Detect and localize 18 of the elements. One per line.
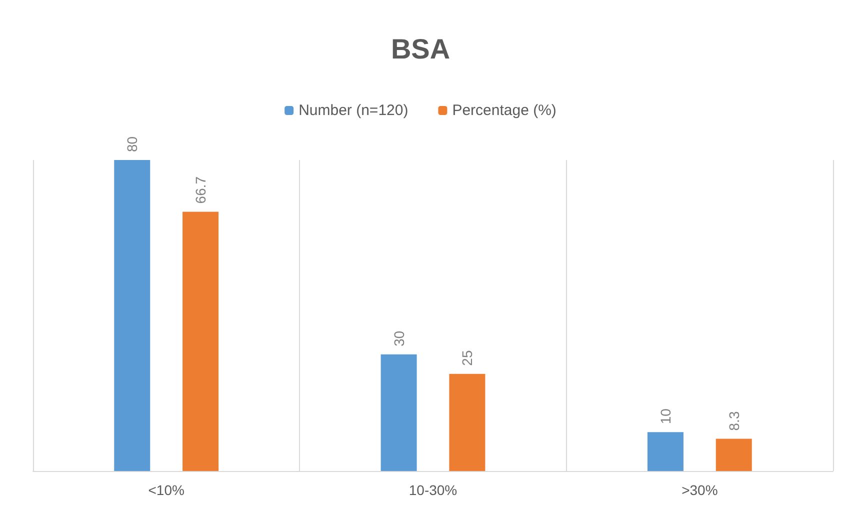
bar bbox=[716, 438, 752, 471]
data-label: 10 bbox=[657, 408, 674, 424]
x-tick-label: >30% bbox=[682, 482, 718, 498]
data-label: 30 bbox=[390, 330, 407, 346]
legend-label: Percentage (%) bbox=[452, 102, 556, 119]
chart-title: BSA bbox=[390, 34, 450, 64]
data-label: 80 bbox=[124, 136, 140, 152]
bar bbox=[114, 160, 150, 471]
x-tick-label: 10-30% bbox=[408, 482, 458, 498]
bar bbox=[449, 374, 486, 471]
bar bbox=[182, 212, 219, 471]
bar bbox=[647, 432, 684, 471]
data-label: 25 bbox=[459, 350, 476, 366]
bar bbox=[380, 354, 417, 471]
data-label: 66.7 bbox=[192, 176, 209, 204]
legend-label: Number (n=120) bbox=[298, 102, 408, 119]
x-tick-label: <10% bbox=[148, 482, 184, 498]
data-label: 8.3 bbox=[726, 411, 742, 431]
